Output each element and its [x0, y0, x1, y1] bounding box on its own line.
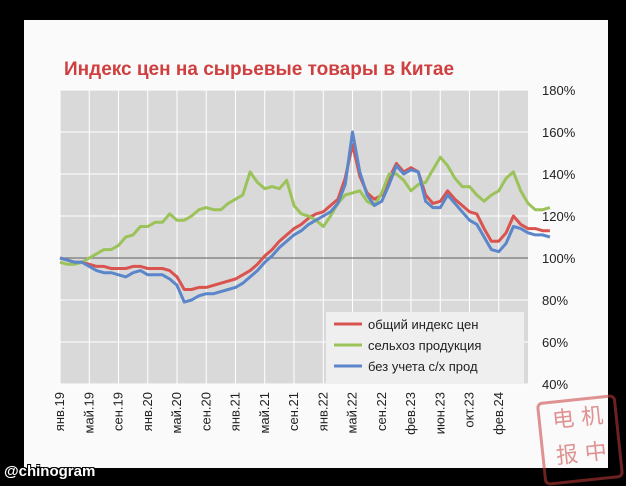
y-tick-label: 80% — [542, 293, 568, 308]
x-tick-label: май.20 — [169, 392, 184, 434]
x-tick-label: май.19 — [81, 392, 96, 434]
x-tick-label: сен.19 — [111, 392, 126, 431]
y-tick-label: 120% — [542, 209, 576, 224]
legend: общий индекс цен сельхоз продукция без уче… — [326, 312, 524, 384]
y-tick-label: 160% — [542, 125, 576, 140]
series-line-3 — [59, 130, 551, 304]
x-tick-label: окт.23 — [462, 392, 477, 428]
legend-label: общий индекс цен — [368, 317, 478, 332]
y-tick-label: 140% — [542, 167, 576, 182]
x-tick-label: фев.24 — [491, 392, 506, 435]
y-tick-label: 40% — [542, 377, 568, 392]
chart-card: 40% 60% 80% 100% 120% 140% 160% 180% янв.19 май.… — [24, 20, 608, 468]
x-tick-label: янв.21 — [228, 392, 243, 431]
watermark: @chinogram — [4, 463, 96, 480]
x-tick-label: янв.19 — [52, 392, 67, 431]
y-tick-label: 100% — [542, 251, 576, 266]
x-tick-label: июн.23 — [432, 392, 447, 434]
series-line-2 — [59, 155, 551, 266]
x-tick-label: янв.22 — [315, 392, 330, 431]
x-axis-labels: янв.19 май.19 сен.19 янв.20 май.20 сен.20 янв.… — [52, 392, 506, 435]
legend-label: сельхоз продукция — [368, 338, 481, 353]
y-axis-labels: 40% 60% 80% 100% 120% 140% 160% 180% — [542, 83, 576, 392]
series-group — [59, 130, 551, 304]
y-tick-label: 180% — [542, 83, 576, 98]
x-tick-label: май.22 — [345, 392, 360, 434]
x-tick-label: сен.21 — [286, 392, 301, 431]
chart-title: Индекс цен на сырьевые товары в Китае — [64, 59, 454, 80]
seal-stamp: 电 机 报 中 — [535, 394, 625, 486]
x-tick-label: сен.20 — [198, 392, 213, 431]
seal-text: 电 机 报 中 — [551, 403, 609, 470]
chart: 40% 60% 80% 100% 120% 140% 160% 180% янв.19 май.… — [52, 59, 576, 435]
x-tick-label: янв.20 — [140, 392, 155, 431]
x-tick-label: май.21 — [257, 392, 272, 434]
y-tick-label: 60% — [542, 335, 568, 350]
x-tick-label: фев.23 — [403, 392, 418, 435]
series-line-1 — [59, 143, 550, 291]
x-tick-label: сен.22 — [374, 392, 389, 431]
legend-label: без учета с/х прод — [368, 359, 478, 374]
